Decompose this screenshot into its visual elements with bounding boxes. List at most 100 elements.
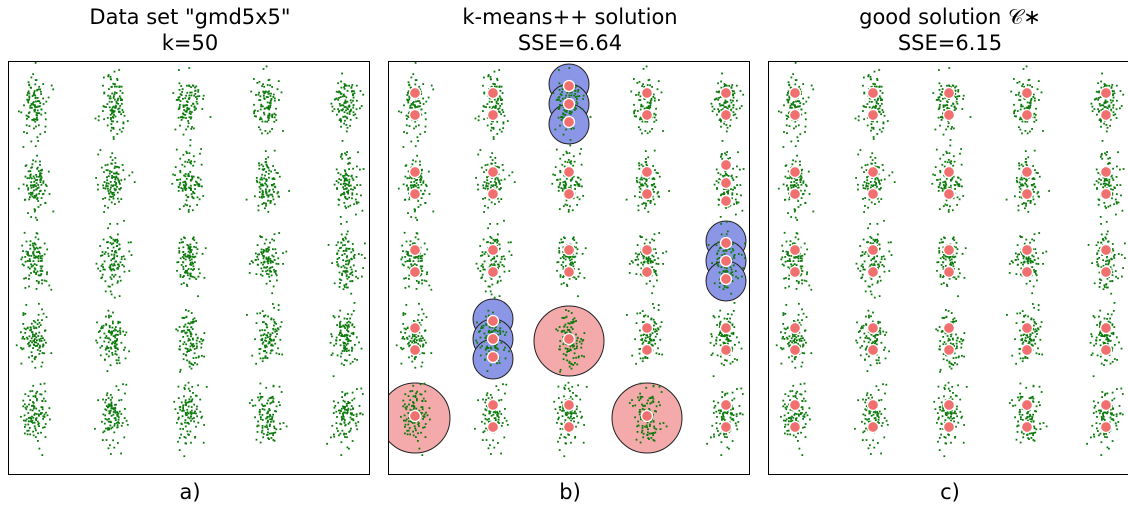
data-point [22, 314, 25, 316]
data-point [189, 390, 191, 392]
panel-a-title-line2: k=50 [161, 31, 219, 55]
data-point [111, 353, 114, 356]
data-point [715, 244, 718, 247]
data-point [259, 416, 262, 418]
data-point [259, 187, 262, 190]
data-point [496, 238, 499, 241]
data-point [190, 160, 193, 163]
data-point [490, 120, 493, 123]
data-point [107, 406, 109, 409]
data-point [113, 257, 116, 260]
data-point [414, 83, 417, 86]
data-point [24, 426, 26, 428]
data-point [31, 166, 33, 169]
data-point [556, 261, 559, 264]
data-point [196, 345, 198, 348]
data-point [33, 92, 35, 95]
data-point [40, 183, 43, 186]
data-point [117, 418, 120, 421]
data-point [39, 350, 42, 352]
data-point [497, 359, 500, 362]
data-point [638, 167, 641, 170]
data-point [194, 93, 197, 95]
data-point [356, 184, 358, 186]
data-point [281, 353, 284, 356]
data-point [641, 196, 643, 199]
data-point [177, 440, 179, 443]
data-point [22, 323, 25, 325]
data-point [268, 169, 271, 172]
data-point [339, 118, 342, 120]
data-point [351, 391, 354, 394]
data-point [401, 244, 404, 247]
data-point [260, 118, 263, 120]
data-point [269, 418, 271, 421]
data-point [263, 113, 266, 116]
data-point [103, 268, 106, 271]
data-point [573, 184, 576, 186]
data-point [40, 93, 42, 95]
data-point [720, 86, 723, 89]
data-point [352, 106, 355, 109]
data-point [32, 401, 34, 403]
data-point [348, 161, 351, 164]
data-point [724, 271, 727, 274]
data-point [190, 349, 192, 352]
data-point [111, 426, 114, 429]
data-point [489, 290, 492, 293]
data-point [184, 401, 187, 403]
data-point [269, 200, 272, 202]
data-point [261, 414, 264, 416]
data-point [570, 94, 573, 97]
data-point [41, 345, 44, 348]
data-point [657, 191, 660, 193]
data-point [117, 330, 119, 333]
data-point [118, 243, 121, 246]
data-point [39, 265, 42, 268]
data-point [109, 394, 112, 396]
data-point [262, 68, 265, 70]
data-point [264, 161, 267, 163]
data-point [343, 421, 346, 424]
data-point [97, 331, 100, 333]
data-point [654, 186, 657, 189]
data-point [116, 415, 119, 417]
data-point [109, 290, 112, 293]
data-point [108, 411, 111, 413]
data-point [420, 175, 423, 178]
data-point [419, 164, 421, 166]
data-point [266, 402, 268, 405]
data-point [484, 337, 487, 339]
data-point [405, 124, 408, 127]
data-point [265, 171, 267, 173]
data-point [186, 100, 188, 103]
data-point [185, 183, 188, 186]
data-point [34, 179, 37, 182]
data-point [190, 262, 192, 264]
data-point [35, 106, 38, 108]
data-point [115, 343, 118, 346]
data-point [46, 273, 48, 276]
data-point [486, 241, 488, 244]
data-point [487, 347, 490, 349]
data-point [268, 397, 271, 400]
data-point [564, 160, 567, 163]
data-point [721, 140, 724, 142]
data-point [273, 259, 276, 261]
data-point [259, 409, 261, 411]
data-point [571, 328, 574, 330]
data-point [187, 254, 189, 257]
data-point [711, 352, 714, 355]
data-point [176, 261, 179, 264]
data-point [28, 125, 31, 127]
data-point [107, 285, 110, 288]
data-point [184, 412, 187, 414]
data-point [341, 333, 343, 336]
data-point [419, 102, 422, 104]
data-point [647, 262, 650, 265]
cluster-0-0 [398, 62, 435, 148]
data-point [732, 111, 735, 114]
data-point [724, 152, 726, 155]
data-point [181, 330, 184, 333]
data-point [410, 186, 413, 189]
